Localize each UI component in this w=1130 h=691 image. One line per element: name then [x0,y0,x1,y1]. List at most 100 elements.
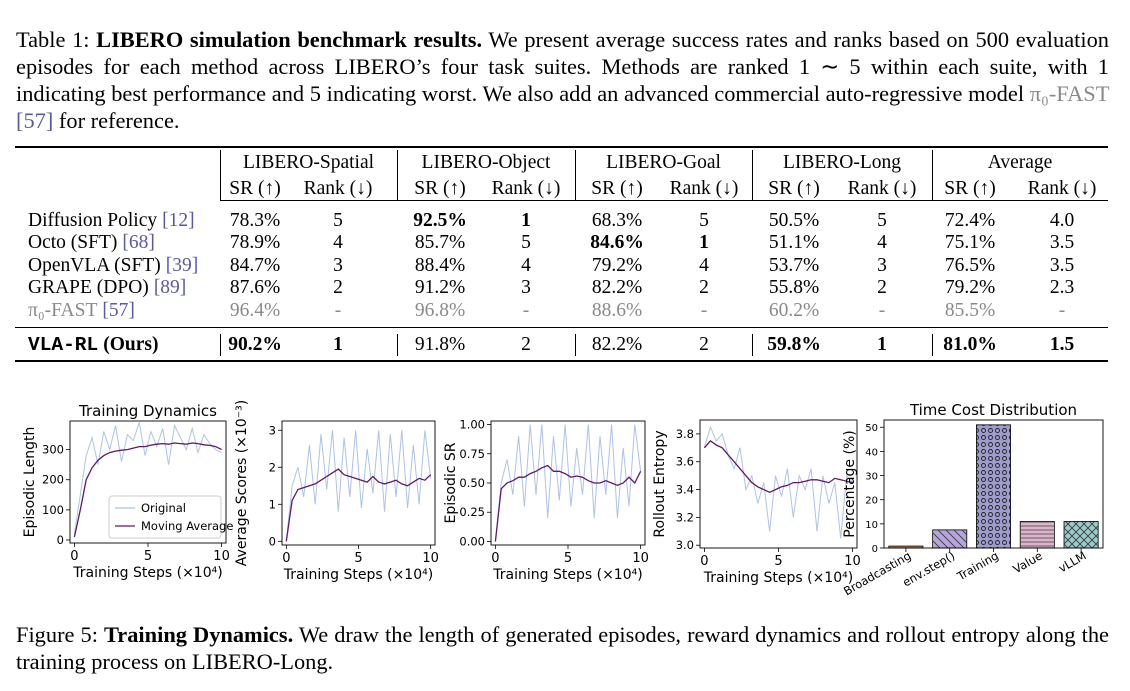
caption-bold: LIBERO simulation benchmark results. [96,27,483,52]
table-cell: 4 [877,232,887,253]
table-cell: 2 [333,277,343,298]
table-cell: 78.9% [229,232,281,253]
table-cell: 87.6% [229,277,281,298]
y-tick-label: 100 [42,503,64,517]
table-cell: 91.2% [414,277,466,298]
axes-frame [490,420,646,546]
method-name: OpenVLA (SFT) [28,255,161,276]
table-cell: 3.5 [1049,232,1075,253]
line-series [703,425,853,539]
axes-frame [883,419,1104,549]
y-tick-label: 0 [872,544,878,555]
x-axis-label: Training Steps (×10⁴) [703,570,853,586]
method-name: GRAPE (DPO) [28,277,149,298]
x-tick-label: 0 [70,549,78,564]
method-suffix: (Ours) [103,334,159,355]
column-header: Rank (↓) [1027,178,1097,199]
x-tick-label: Value [1010,548,1044,576]
y-axis-label: Episodic SR [443,442,459,523]
x-tick-label: 5 [144,549,152,564]
table-cell: 85.5% [944,300,996,321]
table-cell: 2 [877,277,887,298]
citation: [89] [153,277,187,298]
caption-end: for reference. [58,108,180,133]
x-axis-label: Training Steps (×10⁴) [283,567,433,583]
legend-label: Moving Average [141,519,233,533]
column-group: LIBERO-Spatial [242,152,375,173]
table-cell: 84.7% [229,255,281,276]
x-axis-label: Training Steps (×10⁴) [72,565,222,581]
table-cell: 4 [699,255,709,276]
table-cell: 59.8% [767,334,821,355]
rule [220,334,221,356]
rule [932,150,933,200]
line-series [494,424,642,542]
caption-label: Figure 5: [16,622,98,647]
rule [397,334,398,356]
table-cell: 3.5 [1049,255,1075,276]
rule [220,200,1108,201]
rule [575,334,576,356]
caption-label: Table 1: [16,27,90,52]
table-cell: 1 [877,334,887,355]
caption-bold: Training Dynamics. [104,622,294,647]
column-group: LIBERO-Object [421,152,551,173]
table-cell: 75.1% [944,232,996,253]
x-tick-label: 5 [774,554,782,569]
x-tick-label: 5 [564,551,572,566]
table-cell: 79.2% [591,255,643,276]
x-tick-label: vLLM [1056,548,1089,575]
caption-text: We present average success rates and ran… [16,27,1109,106]
table-cell: - [700,300,708,321]
x-tick-label: 0 [700,554,708,569]
x-tick-label: Training [954,548,1001,583]
column-header: SR (↑) [591,178,643,199]
y-tick-label: 0.75 [459,447,485,461]
table-cell: 5 [333,210,343,231]
rule [220,150,221,200]
y-tick-label: 50 [865,423,878,434]
table-cell: 1.5 [1049,334,1075,355]
bar-hatch [1020,521,1055,548]
x-tick-label: 5 [354,551,362,566]
table-cell: 4 [521,255,531,276]
x-tick-label: 10 [213,549,230,564]
table-cell: 5 [877,210,887,231]
table-cell: 82.2% [591,277,643,298]
method-name: π₀-FAST [28,300,98,321]
bar-hatch [1064,521,1099,548]
table-cell: 96.4% [229,300,281,321]
rule [575,150,576,200]
y-tick-label: 3.2 [676,510,694,524]
table-cell: 5 [521,232,531,253]
y-tick-label: 20 [865,496,878,507]
table-cell: 3 [333,255,343,276]
rule [15,146,1108,148]
y-tick-label: 0.25 [459,505,485,519]
table-cell: - [878,300,886,321]
y-axis-label: Average Scores (×10⁻³) [234,400,250,566]
line-series [285,430,432,542]
y-tick-label: 40 [865,447,878,458]
table-cell: 1 [333,334,343,355]
method-name: Octo (SFT) [28,232,118,253]
figure-caption: Figure 5: Training Dynamics. We draw the… [16,621,1109,675]
table-cell: 4 [333,232,343,253]
y-tick-label: 1 [269,497,276,511]
y-tick-label: 3.8 [676,427,694,441]
table-cell: 55.8% [768,277,820,298]
caption-model: π₀-FAST [1029,81,1109,106]
column-group: LIBERO-Goal [606,152,721,173]
y-tick-label: 30 [865,472,878,483]
y-tick-label: 200 [42,473,64,487]
x-tick-label: 0 [491,551,499,566]
y-tick-label: 3.0 [676,538,694,552]
bar-hatch [932,529,967,548]
y-tick-label: 2 [269,460,276,474]
column-header: Rank (↓) [669,178,739,199]
table-cell: 2 [699,277,709,298]
table-cell: 92.5% [413,210,467,231]
column-header: SR (↑) [414,178,466,199]
